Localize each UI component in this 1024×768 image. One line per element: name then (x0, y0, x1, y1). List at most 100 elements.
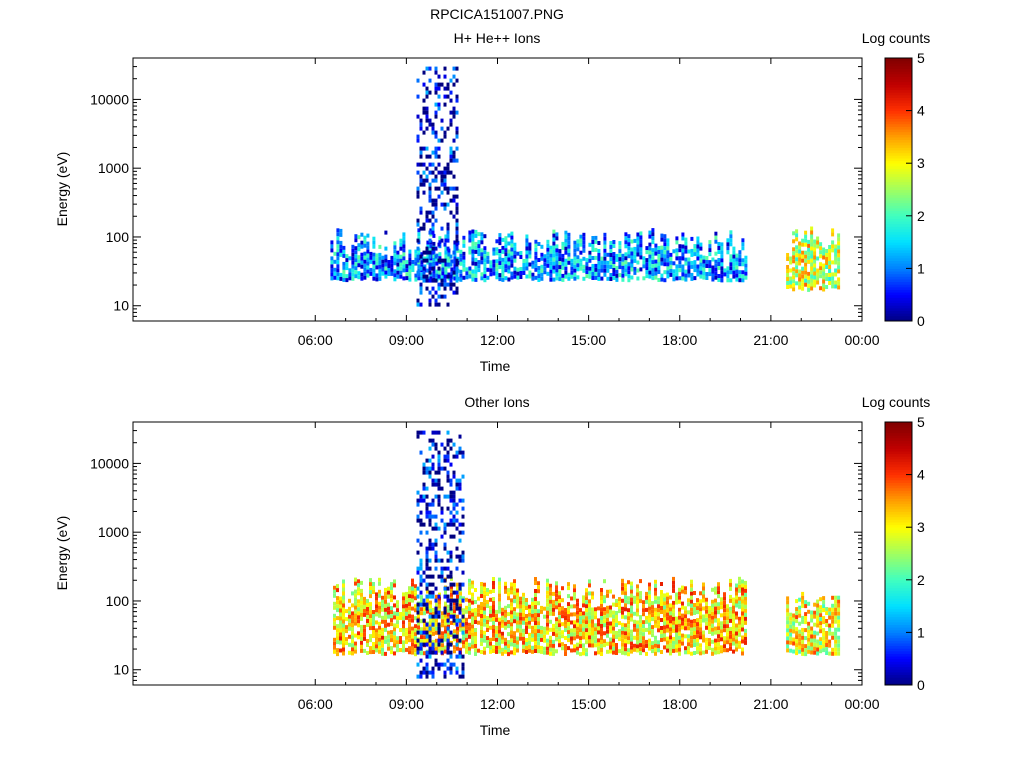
heatmap-cell (813, 251, 817, 256)
heatmap-cell (669, 268, 673, 273)
heatmap-cell (612, 614, 615, 619)
colorbar-swatch (885, 144, 912, 148)
heatmap-cell (543, 262, 547, 267)
heatmap-cell (453, 248, 457, 253)
heatmap-cell (510, 638, 513, 643)
heatmap-cell (435, 638, 438, 643)
heatmap-cell (582, 647, 585, 652)
heatmap-cell (348, 272, 352, 277)
heatmap-cell (687, 273, 691, 278)
heatmap-cell (627, 636, 630, 641)
heatmap-cell (440, 506, 444, 511)
heatmap-cell (425, 250, 429, 255)
heatmap-cell (449, 170, 453, 175)
heatmap-cell (342, 273, 346, 278)
heatmap-cell (633, 599, 636, 604)
heatmap-cell (834, 260, 838, 265)
heatmap-cell (348, 634, 351, 639)
heatmap-cell (513, 595, 516, 600)
panel-title: Other Ions (464, 394, 529, 410)
heatmap-cell (390, 263, 394, 268)
heatmap-cell (801, 631, 805, 636)
colorbar-swatch (885, 479, 912, 483)
heatmap-cell (795, 257, 799, 262)
heatmap-cell (690, 619, 693, 624)
heatmap-cell (425, 278, 429, 283)
heatmap-cell (603, 579, 606, 584)
heatmap-cell (615, 647, 618, 651)
heatmap-cell (446, 190, 450, 195)
colorbar-swatch (885, 645, 912, 649)
heatmap-cell (606, 252, 610, 257)
heatmap-cell (468, 266, 472, 271)
colorbar-swatch (885, 200, 912, 204)
heatmap-cell (654, 635, 657, 640)
heatmap-cell (354, 633, 357, 638)
heatmap-cell (693, 260, 697, 265)
heatmap-cell (657, 640, 660, 645)
heatmap-cell (555, 585, 558, 590)
heatmap-cell (419, 150, 423, 155)
heatmap-cell (369, 606, 372, 611)
heatmap-cell (419, 574, 423, 579)
heatmap-cell (630, 617, 633, 622)
heatmap-cell (408, 634, 411, 639)
heatmap-cell (452, 290, 456, 295)
heatmap-cell (564, 238, 568, 243)
heatmap-cell (795, 253, 799, 258)
heatmap-cell (435, 630, 438, 635)
colorbar-swatch (885, 474, 912, 478)
heatmap-cell (396, 600, 399, 605)
heatmap-cell (681, 256, 685, 261)
heatmap-cell (443, 522, 447, 527)
heatmap-cell (446, 458, 450, 463)
heatmap-cell (789, 256, 793, 261)
heatmap-cell (446, 450, 450, 455)
heatmap-cell (492, 585, 495, 589)
heatmap-cell (461, 506, 465, 511)
heatmap-cell (504, 641, 507, 646)
heatmap-cell (549, 265, 553, 270)
axis-ticks: 06:00 09:00 12:00 15:00 18:00 21:00 00:0010100… (90, 421, 880, 712)
heatmap-cell (399, 648, 402, 652)
heatmap-cell (600, 600, 603, 604)
heatmap-cell (483, 590, 486, 595)
heatmap-cell (705, 637, 708, 642)
heatmap-cell (600, 620, 603, 624)
heatmap-cell (461, 666, 465, 671)
heatmap-cell (378, 244, 382, 249)
heatmap-cell (378, 581, 381, 586)
colorbar-swatch (885, 437, 912, 441)
heatmap-cell (546, 646, 549, 651)
heatmap-cell (702, 598, 705, 603)
heatmap-cell (431, 594, 435, 599)
heatmap-cell (831, 595, 835, 600)
heatmap-cell (645, 250, 649, 255)
heatmap-cell (666, 596, 669, 601)
heatmap-cell (534, 251, 538, 256)
heatmap-cell (510, 263, 514, 268)
heatmap-cell (717, 610, 720, 615)
x-tick-label: 18:00 (662, 696, 697, 712)
heatmap-cell (828, 627, 832, 632)
heatmap-cell (642, 612, 645, 617)
heatmap-cell (357, 243, 361, 248)
heatmap-cell (810, 262, 814, 267)
heatmap-cell (381, 631, 384, 636)
heatmap-cell (449, 630, 453, 635)
heatmap-cell (519, 275, 523, 279)
heatmap-cell (393, 643, 396, 648)
heatmap-cell (714, 650, 717, 655)
heatmap-cell (822, 251, 826, 256)
colorbar-swatch (885, 289, 912, 293)
heatmap-cell (492, 263, 496, 268)
heatmap-cell (555, 593, 558, 598)
heatmap-cell (455, 670, 459, 675)
heatmap-cell (434, 70, 438, 75)
heatmap-cell (594, 635, 597, 640)
heatmap-cell (795, 273, 799, 278)
heatmap-cell (408, 277, 412, 282)
heatmap-cell (452, 618, 456, 623)
heatmap-cell (366, 615, 369, 619)
heatmap-cell (416, 254, 420, 259)
